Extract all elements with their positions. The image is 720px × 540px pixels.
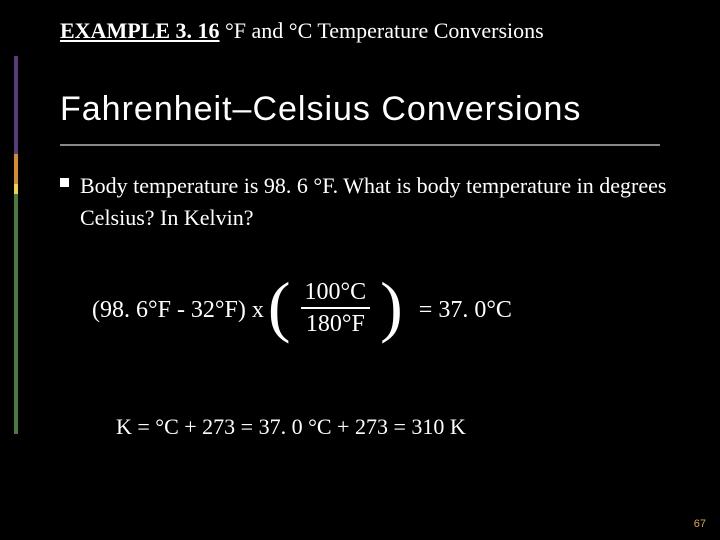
accent-orange [14,154,18,184]
equation-result: = 37. 0°C [419,297,512,324]
title-underline [60,144,660,146]
header-rest: °F and °C Temperature Conversions [220,18,544,43]
fraction-denominator: 180°F [302,311,369,337]
fraction-bar [301,307,371,309]
fraction-numerator: 100°C [301,279,371,305]
accent-purple [14,56,18,154]
equation-left: (98. 6°F - 32°F) x [92,297,264,324]
body-text: Body temperature is 98. 6 °F. What is bo… [80,170,670,234]
accent-yellow [14,184,18,194]
page-number: 67 [694,518,706,530]
conversion-equation: (98. 6°F - 32°F) x ( 100°C 180°F ) = 37.… [92,280,512,340]
header-example-label: EXAMPLE 3. 16 [60,18,220,43]
accent-green [14,194,18,434]
slide-title: Fahrenheit–Celsius Conversions [60,90,581,129]
kelvin-line: K = °C + 273 = 37. 0 °C + 273 = 310 K [116,414,466,440]
paren-left: ( [268,276,291,336]
bullet-icon [60,178,69,187]
accent-strip [14,56,18,434]
slide-header: EXAMPLE 3. 16 °F and °C Temperature Conv… [60,18,544,44]
fraction: 100°C 180°F [301,279,371,338]
paren-right: ) [380,276,403,336]
